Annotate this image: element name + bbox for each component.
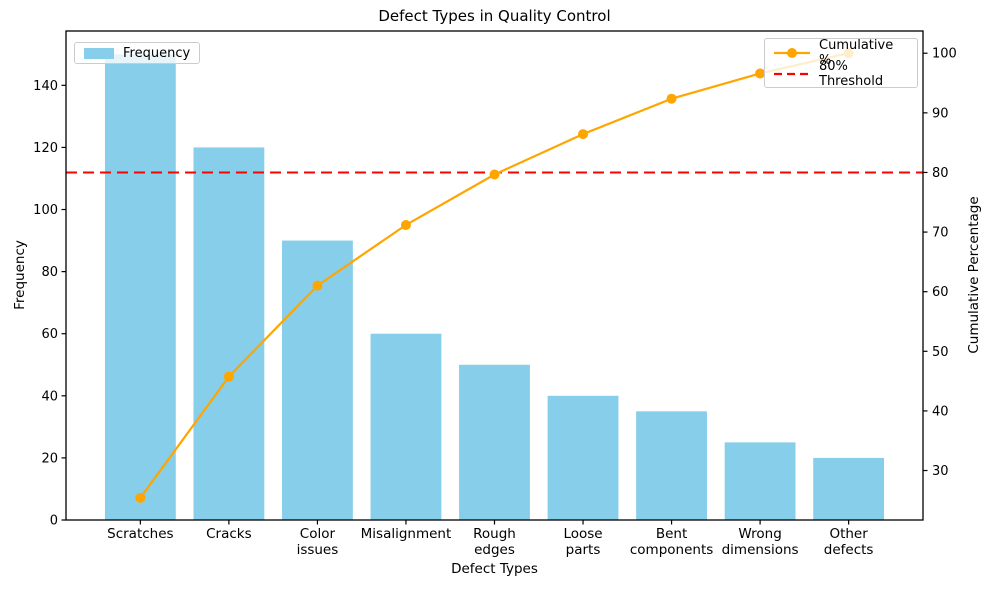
cumulative-line-sample-icon: [773, 46, 811, 60]
right-tick-label: 50: [932, 345, 949, 360]
cumulative-point-bent-components: [666, 93, 677, 104]
cumulative-sample-svg: [774, 47, 810, 58]
cumulative-point-color-issues: [312, 280, 323, 291]
bar-cracks: [193, 147, 265, 520]
threshold-sample-svg: [774, 72, 810, 75]
bar-wrong-dimensions: [724, 442, 796, 520]
threshold-line-sample-icon: [773, 67, 811, 81]
x-tick-label-wrong-dimensions: Wrong: [738, 526, 781, 542]
left-tick-label: 60: [41, 327, 58, 342]
legend-frequency-label: Frequency: [123, 45, 191, 61]
left-tick-label: 40: [41, 389, 58, 404]
right-tick-label: 80: [932, 166, 949, 181]
x-tick-label-scratches: Scratches: [107, 526, 173, 542]
right-tick-label: 100: [932, 47, 957, 62]
x-tick-label-other-defects: defects: [824, 542, 874, 558]
x-tick-label-color-issues: Color: [300, 526, 336, 542]
cumulative-point-loose-parts: [578, 129, 589, 140]
x-axis-label: Defect Types: [451, 561, 538, 577]
right-tick-label: 40: [932, 404, 949, 419]
left-tick-label: 80: [41, 265, 58, 280]
bar-bent-components: [636, 411, 707, 520]
x-tick-label-other-defects: Other: [829, 526, 868, 542]
legend-frequency: Frequency: [74, 42, 201, 64]
legend-row-cumulative: Cumulative %: [773, 38, 909, 68]
right-tick-label: 70: [932, 226, 949, 241]
x-tick-label-color-issues: issues: [297, 542, 339, 558]
right-y-axis-label: Cumulative Percentage: [966, 196, 982, 354]
left-tick-label: 100: [33, 203, 58, 218]
bar-other-defects: [813, 457, 885, 520]
left-y-axis-label: Frequency: [12, 240, 28, 310]
bar-rough-edges: [459, 364, 530, 520]
cumulative-point-rough-edges: [489, 169, 500, 180]
right-tick-label: 60: [932, 285, 949, 300]
cumulative-point-scratches: [135, 492, 146, 503]
right-tick-label: 90: [932, 106, 949, 121]
left-tick-label: 0: [50, 514, 58, 529]
cumulative-point-cracks: [223, 371, 234, 382]
left-tick-label: 140: [33, 79, 58, 94]
chart-title: Defect Types in Quality Control: [378, 7, 611, 25]
x-tick-label-wrong-dimensions: dimensions: [722, 542, 799, 558]
left-tick-label: 120: [33, 141, 58, 156]
bar-scratches: [104, 54, 176, 521]
x-tick-label-bent-components: Bent: [656, 526, 687, 542]
x-tick-label-rough-edges: edges: [474, 542, 515, 558]
right-tick-label: 30: [932, 464, 949, 479]
legend-cumulative: Cumulative % 80% Threshold: [764, 38, 918, 89]
legend-threshold-label: 80% Threshold: [819, 58, 884, 89]
legend-cumulative-label: Cumulative %: [819, 37, 894, 68]
x-tick-label-loose-parts: Loose: [563, 526, 602, 542]
x-tick-label-misalignment: Misalignment: [361, 526, 452, 542]
x-tick-label-cracks: Cracks: [206, 526, 252, 542]
cumulative-point-wrong-dimensions: [755, 68, 766, 79]
x-tick-label-loose-parts: parts: [566, 542, 601, 558]
bar-misalignment: [370, 333, 442, 520]
left-tick-label: 20: [41, 451, 58, 466]
x-tick-label-bent-components: components: [630, 542, 713, 558]
cumulative-point-misalignment: [400, 219, 411, 230]
legend-row-threshold: 80% Threshold: [773, 59, 909, 89]
frequency-swatch-icon: [84, 47, 114, 59]
x-tick-label-rough-edges: Rough: [473, 526, 516, 542]
bar-loose-parts: [547, 395, 619, 520]
